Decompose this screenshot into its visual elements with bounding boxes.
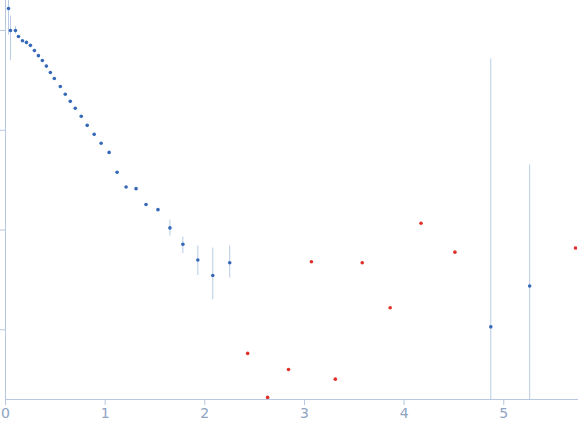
svg-text:0: 0	[1, 405, 10, 421]
svg-text:2: 2	[200, 405, 209, 421]
svg-text:3: 3	[300, 405, 309, 421]
svg-text:5: 5	[499, 405, 508, 421]
svg-text:1: 1	[101, 405, 110, 421]
svg-text:4: 4	[400, 405, 409, 421]
